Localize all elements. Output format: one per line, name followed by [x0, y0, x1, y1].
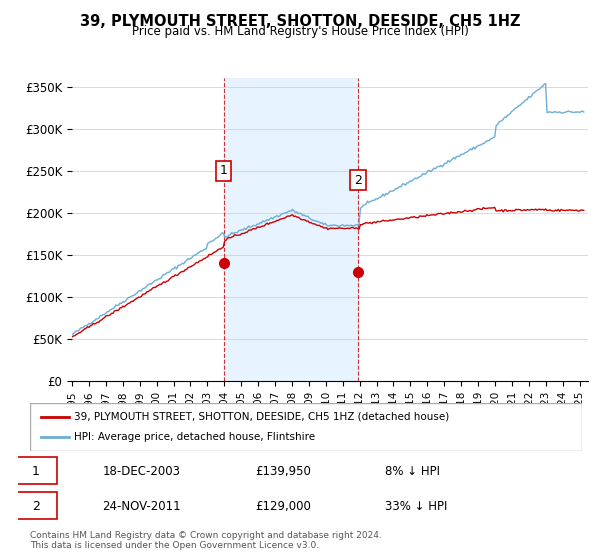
FancyBboxPatch shape	[15, 457, 58, 484]
Text: 39, PLYMOUTH STREET, SHOTTON, DEESIDE, CH5 1HZ: 39, PLYMOUTH STREET, SHOTTON, DEESIDE, C…	[80, 14, 520, 29]
Text: Price paid vs. HM Land Registry's House Price Index (HPI): Price paid vs. HM Land Registry's House …	[131, 25, 469, 38]
FancyBboxPatch shape	[15, 492, 58, 520]
Text: 18-DEC-2003: 18-DEC-2003	[103, 465, 181, 478]
Text: 2: 2	[32, 500, 40, 512]
Text: 1: 1	[220, 164, 227, 178]
Text: 8% ↓ HPI: 8% ↓ HPI	[385, 465, 440, 478]
Text: 2: 2	[354, 174, 362, 186]
Text: 1: 1	[32, 465, 40, 478]
Text: 39, PLYMOUTH STREET, SHOTTON, DEESIDE, CH5 1HZ (detached house): 39, PLYMOUTH STREET, SHOTTON, DEESIDE, C…	[74, 412, 449, 422]
Text: 24-NOV-2011: 24-NOV-2011	[103, 500, 181, 512]
FancyBboxPatch shape	[30, 403, 582, 451]
Text: Contains HM Land Registry data © Crown copyright and database right 2024.
This d: Contains HM Land Registry data © Crown c…	[30, 531, 382, 550]
Bar	[224, 78, 358, 381]
Text: £129,000: £129,000	[255, 500, 311, 512]
Text: HPI: Average price, detached house, Flintshire: HPI: Average price, detached house, Flin…	[74, 432, 315, 442]
Text: 33% ↓ HPI: 33% ↓ HPI	[385, 500, 447, 512]
Text: £139,950: £139,950	[255, 465, 311, 478]
